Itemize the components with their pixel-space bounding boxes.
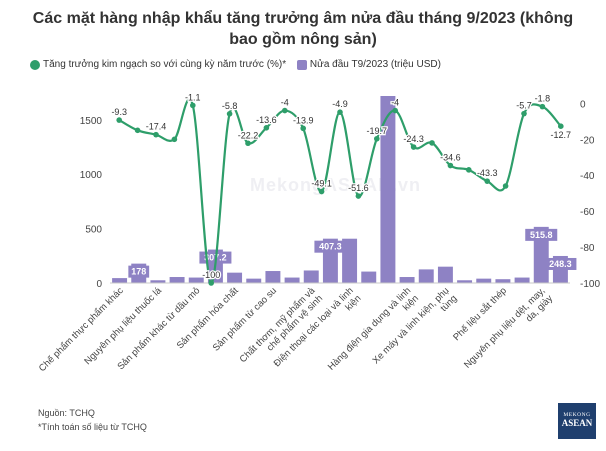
- growth-value-label: -13.6: [256, 115, 277, 125]
- right-axis-tick: 0: [580, 99, 586, 110]
- left-axis-tick: 0: [96, 279, 102, 290]
- bar: [399, 277, 415, 283]
- growth-point: [429, 140, 435, 146]
- mekong-asean-logo: MEKONG ASEAN: [558, 403, 596, 439]
- chart-title: Các mặt hàng nhập khẩu tăng trưởng âm nử…: [32, 10, 574, 48]
- growth-value-label: -43.3: [477, 168, 498, 178]
- left-axis-tick: 1000: [80, 170, 103, 181]
- growth-point: [521, 110, 527, 117]
- growth-value-label: -19.7: [367, 126, 388, 136]
- growth-point: [134, 127, 141, 134]
- growth-point: [466, 167, 472, 173]
- growth-value-label: -17.4: [146, 122, 167, 132]
- x-axis-label-line: Nguyên phụ liệu dệt, may,: [462, 285, 547, 370]
- growth-point: [300, 125, 307, 132]
- growth-point: [208, 280, 214, 286]
- bar: [284, 277, 300, 283]
- right-axis-tick: -80: [580, 243, 595, 254]
- growth-value-label: -1.8: [535, 94, 551, 104]
- growth-point: [484, 178, 491, 184]
- bar-label-bg: [128, 265, 150, 278]
- growth-value-label: -51.6: [348, 183, 369, 193]
- legend-value-label: Nửa đầu T9/2023 (triệu USD): [309, 59, 441, 70]
- right-axis-tick: -20: [580, 135, 595, 146]
- growth-point: [263, 125, 270, 131]
- x-axis-label-line: Chất thơm, mỹ phẩm và: [238, 285, 318, 365]
- growth-point: [282, 107, 288, 114]
- growth-value-label: -13.9: [293, 115, 314, 125]
- growth-point: [539, 103, 546, 110]
- bar: [303, 270, 319, 283]
- bar-value-label: 515.8: [530, 230, 553, 240]
- growth-value-label: -34.6: [440, 153, 461, 163]
- left-axis-tick: 500: [85, 225, 102, 236]
- bar: [437, 266, 453, 283]
- x-axis-label-line: Nguyên phụ liệu thuốc lá: [82, 285, 164, 367]
- growth-point: [116, 117, 122, 123]
- growth-value-label: -5.8: [222, 101, 238, 111]
- bar: [246, 278, 262, 283]
- bar-label-bg: [314, 240, 347, 253]
- growth-point: [392, 107, 399, 114]
- x-axis-label: Nguyên phụ liệu thuốc lá: [82, 285, 164, 367]
- bar: [112, 278, 128, 283]
- growth-point: [447, 162, 454, 169]
- bar: [150, 280, 166, 283]
- growth-point: [558, 123, 564, 129]
- growth-line: [118, 98, 562, 285]
- growth-value-label: -49.1: [311, 179, 332, 189]
- calc-note: *Tính toán số liệu từ TCHQ: [38, 422, 147, 432]
- growth-value-label: -1.1: [185, 92, 201, 102]
- bar: [476, 278, 492, 283]
- bar: [169, 277, 185, 283]
- bar-label-bg: [544, 257, 577, 270]
- bar: [265, 271, 281, 283]
- growth-point: [410, 144, 417, 150]
- legend: Tăng trưởng kim ngạch so với cùng kỳ năm…: [30, 59, 441, 70]
- bar-label-bg: [525, 228, 558, 241]
- growth-point: [318, 188, 325, 195]
- right-axis-tick: -100: [580, 279, 600, 290]
- growth-value-label: -5.7: [516, 101, 532, 111]
- bar: [361, 271, 377, 283]
- growth-value-label: -100: [202, 270, 220, 280]
- growth-point: [190, 102, 196, 109]
- growth-point: [355, 193, 362, 199]
- growth-point: [337, 109, 343, 115]
- bar-value-label: 407.3: [319, 242, 342, 252]
- growth-point: [171, 136, 178, 143]
- growth-point: [226, 111, 233, 117]
- growth-value-label: -4: [391, 98, 399, 108]
- x-axis-label: Nguyên phụ liệu dệt, may,da, giày: [462, 285, 555, 378]
- legend-value-marker: [296, 59, 307, 70]
- right-axis-tick: -60: [580, 207, 595, 218]
- bar: [495, 279, 511, 283]
- bar: [227, 272, 243, 283]
- growth-value-label: -24.3: [403, 134, 424, 144]
- growth-value-label: -4: [281, 98, 289, 108]
- bar: [457, 280, 473, 283]
- growth-value-label: -9.3: [111, 107, 127, 117]
- bar-value-label: 178: [131, 267, 146, 277]
- source-note: Nguồn: TCHQ: [38, 408, 95, 418]
- bar-value-label: 248.3: [549, 259, 572, 269]
- bar: [380, 96, 396, 283]
- growth-value-label: -12.7: [551, 130, 572, 140]
- growth-point: [374, 135, 380, 142]
- growth-point: [153, 131, 159, 138]
- bar: [188, 277, 204, 283]
- growth-value-label: -22.2: [238, 130, 259, 140]
- bar: [514, 277, 530, 283]
- right-axis-tick: -40: [580, 171, 595, 182]
- left-axis-tick: 1500: [80, 116, 103, 127]
- growth-value-label: -4.9: [332, 99, 348, 109]
- watermark: MekongASEAN.vn: [250, 175, 422, 195]
- legend-growth-marker: [30, 59, 40, 70]
- growth-point: [245, 140, 251, 147]
- bar: [418, 269, 434, 283]
- legend-growth-label: Tăng trưởng kim ngạch so với cùng kỳ năm…: [43, 59, 287, 70]
- growth-point: [502, 183, 509, 189]
